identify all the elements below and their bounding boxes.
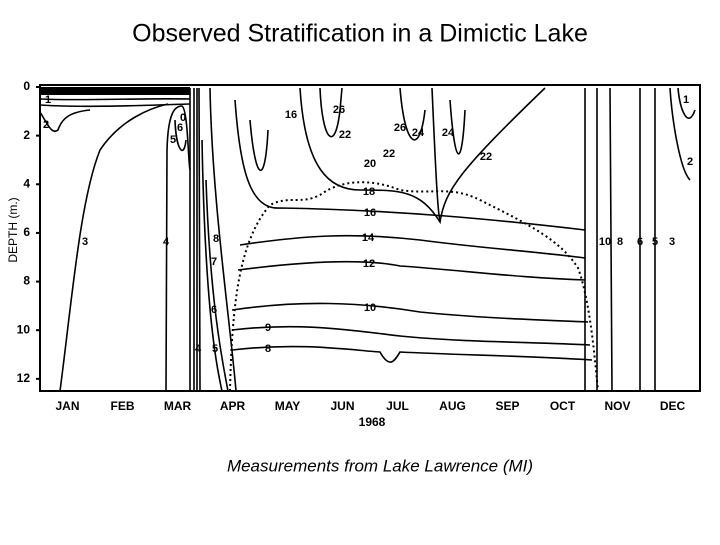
isotherm-label: 22 (480, 151, 492, 163)
isotherm-label: 0 (180, 112, 186, 124)
title: Observed Stratification in a Dimictic La… (132, 20, 588, 48)
plot-frame (39, 84, 701, 392)
isotherm-label: 9 (265, 322, 271, 334)
y-tick-label: 12 (17, 371, 31, 385)
thermocline (229, 181, 599, 392)
isotherm-label: 8 (265, 343, 271, 355)
y-tick-label: 4 (23, 176, 30, 190)
isotherm (39, 103, 191, 108)
isotherm-label: 8 (213, 233, 219, 245)
isotherm-label: 16 (285, 109, 297, 121)
isotherm (319, 87, 466, 221)
isotherm (174, 119, 187, 152)
isotherm-label: 6 (177, 122, 183, 134)
isotherm (39, 97, 191, 101)
x-tick-label: JUL (386, 399, 409, 413)
isotherm-label: 3 (669, 236, 675, 248)
x-tick-label: SEP (495, 399, 519, 413)
isotherm-label: 26 (333, 104, 345, 116)
isotherm-label: 2 (43, 119, 49, 131)
x-tick-label: JAN (55, 399, 79, 413)
isotherms (39, 87, 696, 392)
x-tick-label: NOV (604, 399, 630, 413)
isotherm-label: 24 (412, 127, 425, 139)
isotherm-label: 10 (599, 236, 611, 248)
x-tick-label: DEC (660, 399, 686, 413)
isotherm-label: 1 (683, 94, 689, 106)
y-tick-label: 6 (23, 225, 30, 239)
isotherm-label: 18 (363, 186, 375, 198)
isotherm-label: 5 (652, 236, 658, 248)
isotherm-label: 5 (212, 343, 218, 355)
isotherm (209, 87, 237, 392)
isotherm-label: 7 (211, 256, 217, 268)
x-axis-label: 1968 (359, 415, 386, 429)
isotherm (584, 87, 656, 392)
isotherm-label: 22 (383, 148, 395, 160)
x-tick-label: OCT (550, 399, 576, 413)
isotherm-label: 1 (45, 94, 51, 106)
isotherm (239, 234, 586, 259)
isotherm-label: 6 (637, 236, 643, 248)
isotherm-label: 26 (394, 122, 406, 134)
isotherm-label: 5 (170, 134, 176, 146)
surface-band (40, 87, 190, 95)
isotherm (234, 99, 586, 231)
x-tick-label: FEB (111, 399, 135, 413)
isotherm-label: 4 (163, 236, 170, 248)
isotherm (231, 302, 589, 323)
isotherm-label: 22 (339, 129, 351, 141)
isotherm-label: 3 (82, 236, 88, 248)
isotherm-label: 8 (617, 236, 623, 248)
isotherm-label: 10 (364, 302, 376, 314)
isotherm (59, 103, 169, 392)
isotherm-label: 6 (211, 304, 217, 316)
y-tick-label: 8 (23, 274, 30, 288)
y-axis-label: DEPTH (m.) (6, 197, 20, 262)
isotherm (249, 87, 546, 225)
isotherm (39, 109, 91, 132)
isotherm (231, 325, 591, 346)
caption: Measurements from Lake Lawrence (MI) (227, 456, 533, 475)
x-tick-label: MAY (275, 399, 301, 413)
isotherm (189, 87, 201, 392)
isotherm (669, 87, 696, 181)
x-tick-label: MAR (164, 399, 192, 413)
isotherm-label: 12 (363, 258, 375, 270)
isotherm-label: 16 (364, 207, 376, 219)
isotherm (231, 345, 593, 363)
y-tick-label: 2 (23, 128, 30, 142)
x-tick-label: JUN (330, 399, 354, 413)
y-tick-label: 10 (17, 322, 31, 336)
isotherm (165, 105, 191, 392)
y-tick-label: 0 (23, 79, 30, 93)
isotherm (237, 260, 586, 281)
isotherm-label: 20 (364, 158, 376, 170)
isotherm-label: 24 (442, 127, 455, 139)
isotherm (201, 139, 229, 392)
isotherm-label: 4 (195, 343, 202, 355)
x-tick-label: AUG (439, 399, 466, 413)
isotherm-label: 2 (687, 156, 693, 168)
isotherm-label: 14 (362, 232, 375, 244)
x-tick-label: APR (220, 399, 246, 413)
